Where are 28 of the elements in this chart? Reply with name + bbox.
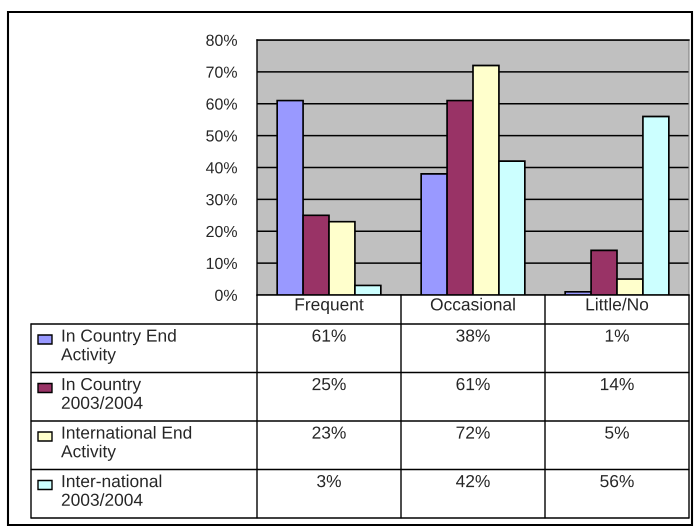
data-label: 38% — [456, 329, 490, 342]
data-label: 42% — [456, 474, 490, 488]
y-tick-label: 70% — [206, 66, 237, 78]
y-tick-label: 10% — [206, 258, 237, 270]
data-label: 3% — [317, 474, 341, 488]
data-label: 25% — [312, 378, 346, 390]
y-tick-label: 20% — [206, 226, 237, 238]
data-label: 5% — [605, 426, 629, 439]
x-tick-label: Little/No — [586, 298, 648, 311]
legend-label: In Country 2003/2004 — [62, 378, 143, 409]
data-label: 56% — [600, 474, 634, 488]
y-tick-label: 0% — [215, 290, 237, 301]
y-tick-label: 40% — [206, 162, 237, 174]
data-label: 72% — [456, 426, 490, 439]
x-tick-label: Frequent — [296, 298, 364, 314]
y-tick-label: 50% — [206, 130, 237, 142]
legend-label: In Country End Activity — [61, 329, 176, 364]
data-label: 61% — [312, 329, 346, 342]
y-tick-label: 80% — [206, 34, 237, 46]
y-tick-label: 30% — [206, 194, 237, 206]
legend-label: International End Activity — [61, 426, 192, 461]
data-label: 14% — [600, 378, 634, 390]
data-label: 23% — [312, 426, 346, 439]
x-tick-label: Occasional — [430, 298, 515, 311]
legend-label: Inter-national 2003/2004 — [62, 474, 162, 506]
data-label: 1% — [606, 330, 629, 342]
data-label: 61% — [456, 378, 490, 390]
y-tick-label: 60% — [206, 98, 237, 110]
